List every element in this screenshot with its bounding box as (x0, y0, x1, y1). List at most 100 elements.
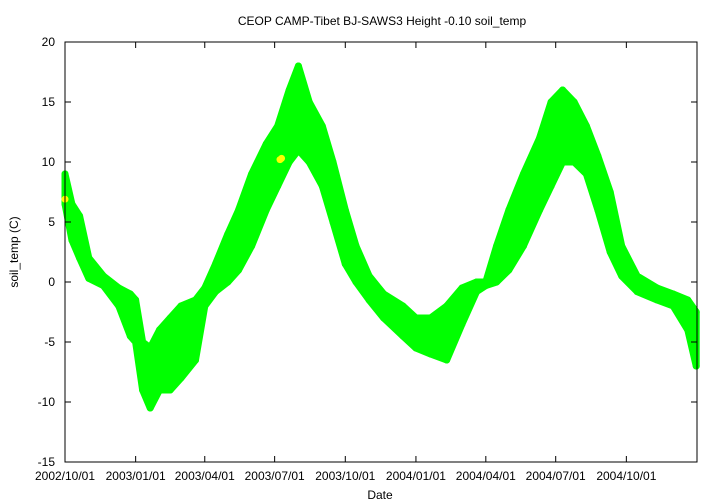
series-point-high (274, 122, 282, 130)
series-point-high (570, 98, 578, 106)
series-point-high (493, 242, 501, 250)
x-tick-label: 2003/01/01 (106, 469, 166, 483)
series-point-low (224, 278, 232, 286)
series-point-high (285, 86, 293, 94)
series-point-low (473, 288, 481, 296)
series-point-high (536, 134, 544, 142)
plot-frame (64, 41, 698, 463)
series-point-high (177, 302, 185, 310)
series-point-high (132, 296, 140, 304)
series-point-low (559, 158, 567, 166)
series-point-high (262, 140, 270, 148)
series-point-high (201, 284, 209, 292)
series-point-low (633, 288, 641, 296)
series-point-low (352, 278, 360, 286)
series-point-low (594, 206, 602, 214)
series-point-high (212, 260, 220, 268)
series-point-high (669, 290, 677, 298)
series-point-low (582, 170, 590, 178)
series-point-high (633, 272, 641, 280)
series-point-high (115, 284, 123, 292)
series-point-low (305, 158, 313, 166)
series-point-low (262, 206, 270, 214)
x-tick-label: 2004/10/01 (596, 469, 656, 483)
series-point-high (618, 242, 626, 250)
x-axis-label: Date (367, 488, 393, 502)
series-point-low (99, 282, 107, 290)
x-tick-label: 2004/01/01 (386, 469, 446, 483)
series-point-low (399, 332, 407, 340)
x-tick-label: 2003/04/01 (175, 469, 235, 483)
series-point-high (427, 314, 435, 322)
series-point-low (653, 296, 661, 304)
series-point-high (294, 62, 302, 70)
series-point-high (473, 278, 481, 286)
series-point-high (399, 302, 407, 310)
series-point-low (329, 218, 337, 226)
series-point-low (684, 326, 692, 334)
series-point-low (547, 182, 555, 190)
series-point-low (126, 332, 134, 340)
series-point-high (519, 170, 527, 178)
x-tick-label: 2002/10/01 (35, 469, 95, 483)
y-tick-label: 10 (42, 155, 56, 169)
series-point-low (570, 158, 578, 166)
series-point-low (380, 314, 388, 322)
x-tick-label: 2004/07/01 (526, 469, 586, 483)
series-point-high (318, 122, 326, 130)
series-point-low (482, 282, 490, 290)
series-point-high (76, 212, 84, 220)
series-point-low (458, 320, 466, 328)
series-point-high (192, 296, 200, 304)
series-point-high (235, 206, 243, 214)
y-tick-label: 5 (48, 215, 55, 229)
x-tick-label: 2003/07/01 (245, 469, 305, 483)
series-point-high (352, 242, 360, 250)
series-point-low (618, 272, 626, 280)
axis-ticks: -15 -10 -5 0 5 10 15 20 2002/10/01 2003/01/01 2003… (35, 35, 697, 483)
y-axis-label: soil_temp (C) (7, 216, 21, 287)
series-point-high (380, 290, 388, 298)
series-point-low (519, 242, 527, 250)
x-tick-label: 2004/04/01 (456, 469, 516, 483)
series-point-high (365, 272, 373, 280)
series-point-high (248, 170, 256, 178)
series-point-high (146, 344, 154, 352)
series-point-low (146, 404, 154, 412)
series-point-high (606, 188, 614, 196)
chart-title: CEOP CAMP-Tibet BJ-SAWS3 Height -0.10 so… (238, 14, 527, 28)
series-point-high (68, 200, 76, 208)
series-point-low (201, 302, 209, 310)
series-point-low (166, 386, 174, 394)
x-tick-label: 2003/10/01 (315, 469, 375, 483)
series-point-low (274, 182, 282, 190)
y-tick-label: 0 (48, 275, 55, 289)
series-point-low (115, 302, 123, 310)
series-point-high (547, 98, 555, 106)
series-point-high (594, 152, 602, 160)
soil-temp-band (61, 62, 700, 412)
series-point-low (235, 266, 243, 274)
y-tick-label: -5 (44, 335, 55, 349)
series-point-low (85, 274, 93, 282)
series-point-high (155, 326, 163, 334)
y-tick-label: 15 (42, 95, 56, 109)
series-point-low (212, 288, 220, 296)
series-point-high (443, 302, 451, 310)
series-point-low (294, 146, 302, 154)
series-point-low (505, 266, 513, 274)
series-point-low (443, 356, 451, 364)
series-point-high (505, 206, 513, 214)
y-tick-label: -15 (38, 455, 56, 469)
data-layer (61, 62, 700, 412)
series-point-low (68, 236, 76, 244)
series-point-high (458, 284, 466, 292)
series-point-low (192, 356, 200, 364)
series-point-low (412, 344, 420, 352)
series-point-low (132, 338, 140, 346)
series-point-low (427, 350, 435, 358)
series-point-high (139, 338, 147, 346)
series-point-high (582, 122, 590, 130)
series-point-high (684, 296, 692, 304)
